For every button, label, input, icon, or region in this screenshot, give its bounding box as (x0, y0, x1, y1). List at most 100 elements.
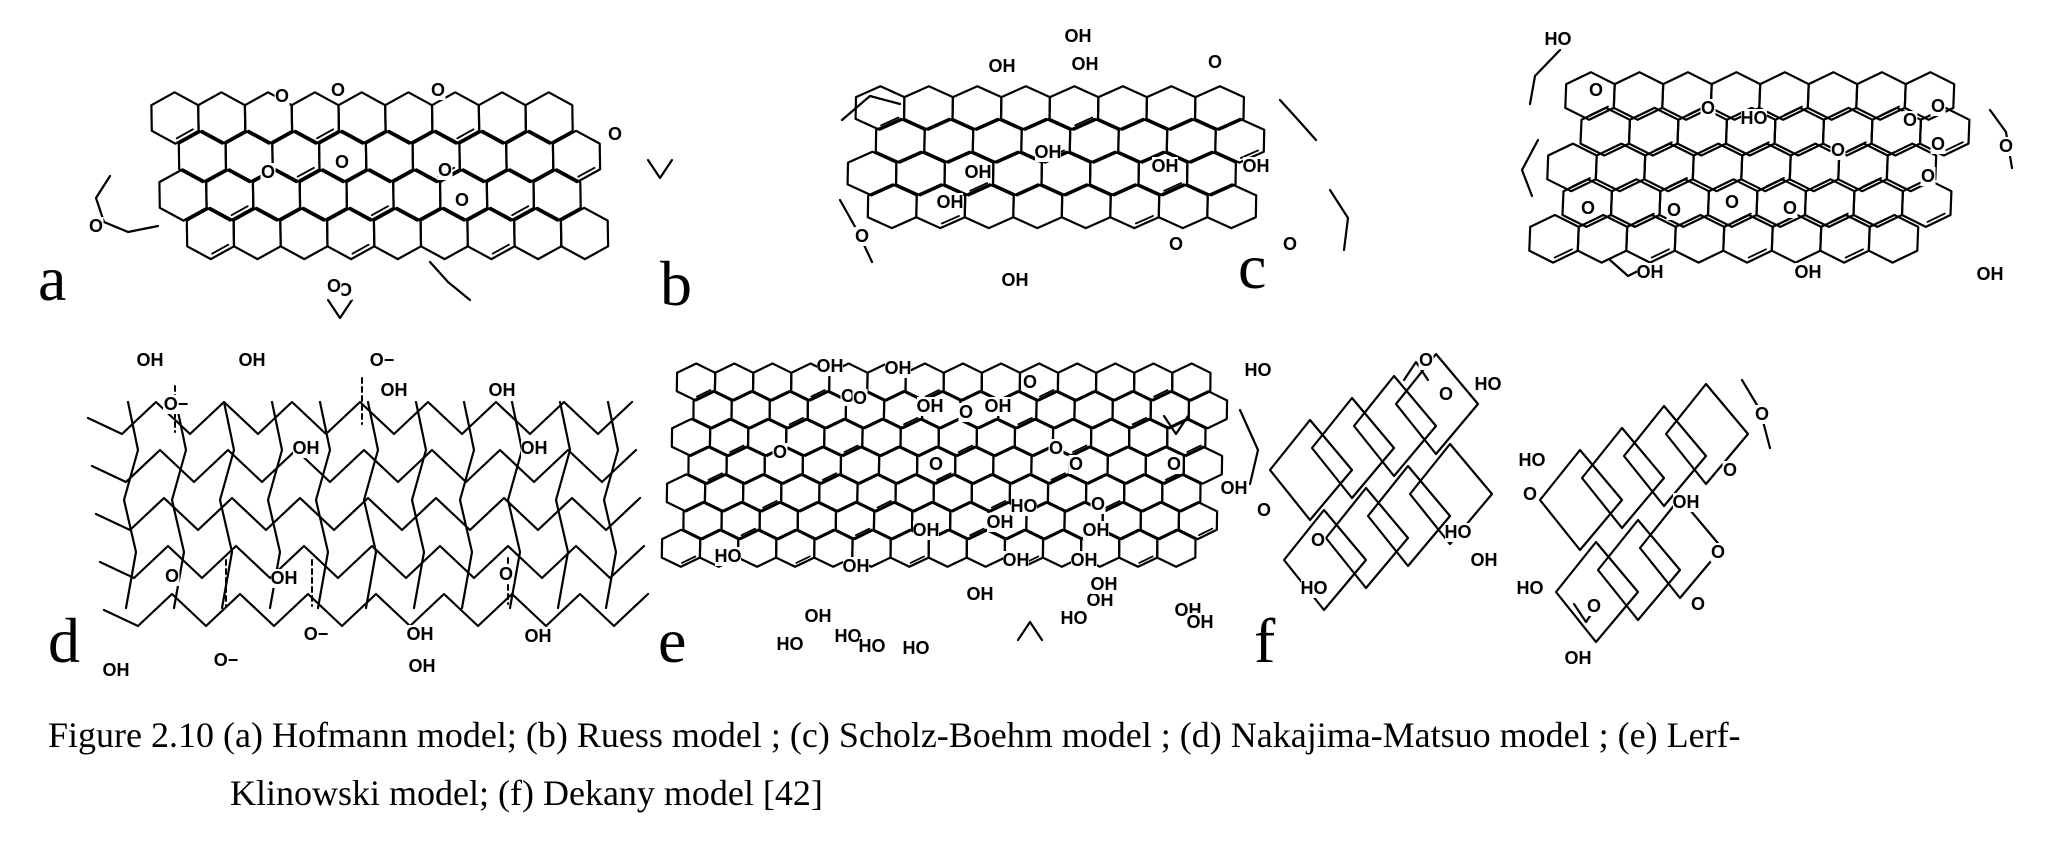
functional-group-label: OH (917, 396, 944, 416)
functional-group-label: O (165, 566, 179, 586)
quinone-ring (1546, 142, 1598, 193)
label-background (1724, 193, 1740, 212)
label-background (1207, 53, 1223, 72)
functional-group-label: OH (381, 380, 408, 400)
functional-group-label: O (1439, 384, 1453, 404)
quinone-ring (1594, 142, 1647, 193)
label-background (958, 403, 974, 422)
double-bond (491, 243, 510, 255)
functional-group-label: OH (1087, 590, 1114, 610)
edge-chain (428, 260, 472, 302)
label-background (1830, 141, 1846, 160)
functional-group-label: O (455, 190, 469, 210)
label-background (1920, 167, 1936, 186)
functional-group-label: O (1023, 372, 1037, 392)
ring-link (218, 400, 236, 610)
cyclohexane-ring (1109, 183, 1161, 230)
double-bond (1944, 141, 1964, 152)
edge-chain (840, 94, 902, 122)
label-background (521, 439, 547, 458)
label-background (1245, 361, 1271, 380)
double-bond (175, 128, 194, 140)
functional-group-label: O (1931, 134, 1945, 154)
label-background (817, 357, 843, 376)
graphene-ring (675, 362, 717, 402)
label-background (903, 639, 929, 658)
double-bond (1198, 527, 1214, 537)
functional-group-label: O (1903, 110, 1917, 130)
functional-group-label: OH (1003, 550, 1030, 570)
label-background (1998, 137, 2014, 156)
quinone-ring (1612, 71, 1665, 121)
label-background (1741, 109, 1767, 128)
aromatic-ring (232, 206, 282, 261)
label-background (965, 163, 991, 182)
fused-ring (1310, 396, 1396, 500)
ring-link (506, 400, 524, 610)
quinone-ring (1673, 213, 1726, 264)
functional-group-label: HO (1061, 608, 1088, 628)
label-background (917, 397, 943, 416)
functional-group-label: HO (859, 636, 886, 656)
double-bond (957, 444, 973, 453)
functional-group-label: OH (239, 350, 266, 370)
label-background (330, 81, 346, 100)
functional-group-label: O (853, 388, 867, 408)
double-bond (903, 417, 919, 426)
label-background (1438, 385, 1454, 404)
functional-group-label: HO (1301, 578, 1328, 598)
label-background (1690, 595, 1706, 614)
label-background (293, 439, 319, 458)
aromatic-ring (419, 206, 469, 261)
double-bond (1074, 116, 1094, 127)
label-background (369, 351, 395, 370)
label-background (1519, 451, 1545, 470)
double-bond (990, 500, 1007, 509)
chair-chain (90, 448, 638, 484)
label-background (1187, 613, 1213, 632)
label-background (1795, 263, 1821, 282)
functional-group-label: O (1723, 460, 1737, 480)
graphene-ring (775, 528, 816, 568)
label-background (1673, 493, 1699, 512)
functional-group-label: OH (843, 556, 870, 576)
functional-group-label: HO (1517, 578, 1544, 598)
functional-group-label: OH (521, 438, 548, 458)
functional-group-label: O (327, 276, 341, 296)
functional-group-label: O (1419, 350, 1433, 370)
label-background (885, 359, 911, 378)
functional-group-label: O (1208, 52, 1222, 72)
graphene-ring (660, 528, 702, 568)
double-bond (1164, 472, 1181, 481)
label-background (1930, 135, 1946, 154)
quinone-ring (1576, 213, 1629, 264)
label-background (1586, 597, 1602, 616)
functional-group-label: O (1091, 494, 1105, 514)
caption-line-1: Figure 2.10 (a) Hofmann model; (b) Ruess… (48, 715, 1741, 755)
label-background (1168, 235, 1184, 254)
label-background (274, 87, 290, 106)
label-background (967, 585, 993, 604)
functional-group-label: HO (777, 634, 804, 654)
label-background (852, 389, 868, 408)
double-bond (1153, 389, 1169, 398)
double-bond (855, 527, 871, 537)
label-background (1048, 439, 1064, 458)
quinone-ring (1837, 142, 1889, 193)
label-background (1022, 373, 1038, 392)
label-background (1065, 27, 1091, 46)
functional-group-label: HO (715, 546, 742, 566)
label-background (1166, 455, 1182, 474)
functional-group-label: O (1589, 80, 1603, 100)
panel-a-letter: a (38, 243, 66, 314)
double-bond (1553, 248, 1573, 259)
functional-group-label: O (1283, 234, 1297, 254)
functional-group-label: OH (1083, 520, 1110, 540)
double-bond (1650, 248, 1670, 259)
label-background (164, 567, 180, 586)
chair-chain (102, 592, 650, 628)
label-background (1090, 495, 1106, 514)
quinone-ring (1643, 142, 1695, 193)
